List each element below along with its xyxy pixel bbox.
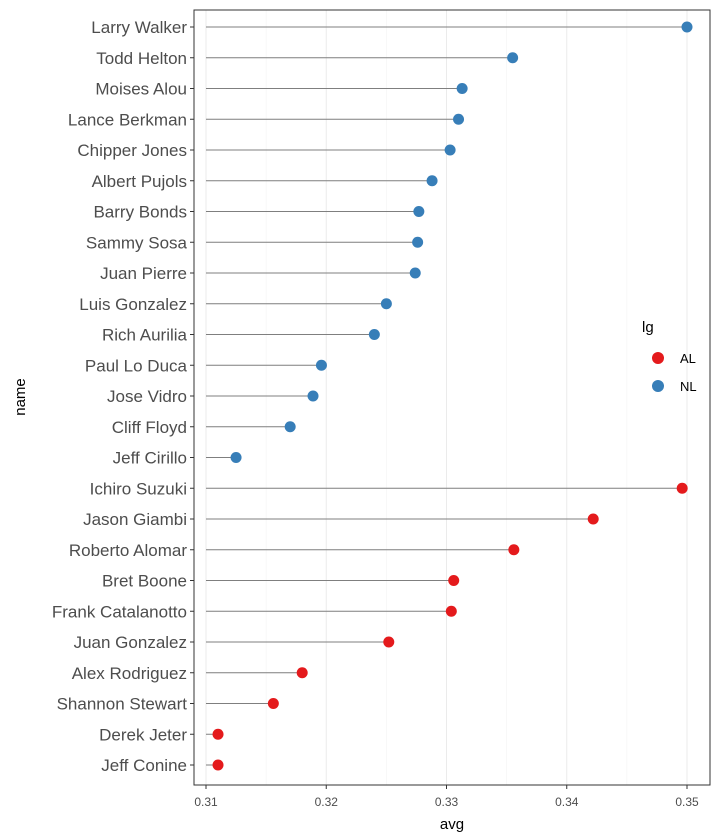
y-tick-label: Chipper Jones bbox=[77, 141, 187, 160]
data-point bbox=[507, 52, 519, 64]
data-point bbox=[448, 575, 460, 586]
y-tick-label: Jose Vidro bbox=[107, 387, 187, 406]
data-point bbox=[413, 206, 425, 217]
data-point bbox=[383, 636, 395, 648]
x-axis-title: avg bbox=[440, 816, 464, 833]
y-tick-label: Larry Walker bbox=[91, 18, 187, 37]
data-point bbox=[380, 298, 392, 310]
x-tick-label: 0.35 bbox=[675, 795, 699, 809]
x-tick-label: 0.31 bbox=[194, 795, 218, 809]
data-point bbox=[412, 236, 424, 248]
data-point bbox=[587, 513, 599, 525]
data-point bbox=[444, 144, 456, 156]
legend: lg AL NL bbox=[642, 319, 697, 394]
data-point bbox=[315, 359, 327, 371]
data-point bbox=[426, 175, 438, 187]
data-point bbox=[456, 83, 468, 94]
y-tick-label: Juan Pierre bbox=[100, 264, 187, 283]
y-tick-label: Moises Alou bbox=[95, 80, 187, 99]
y-tick-label: Sammy Sosa bbox=[86, 233, 188, 252]
y-tick-label: Shannon Stewart bbox=[57, 695, 188, 714]
y-tick-label: Rich Aurilia bbox=[102, 326, 188, 345]
data-point bbox=[212, 759, 224, 771]
grid-layer bbox=[205, 10, 688, 785]
y-tick-label: Juan Gonzalez bbox=[74, 633, 187, 652]
legend-entries: AL NL bbox=[652, 351, 697, 394]
x-axis: 0.31 0.32 0.33 0.34 0.35 bbox=[194, 785, 699, 809]
data-point bbox=[676, 482, 688, 494]
legend-key bbox=[652, 352, 664, 364]
legend-label: AL bbox=[680, 351, 696, 366]
y-tick-label: Luis Gonzalez bbox=[79, 295, 187, 314]
y-tick-label: Alex Rodriguez bbox=[72, 664, 187, 683]
panel-border bbox=[193, 9, 711, 786]
y-tick-label: Lance Berkman bbox=[68, 110, 187, 129]
y-tick-label: Jeff Conine bbox=[101, 756, 187, 775]
legend-label: NL bbox=[680, 379, 697, 394]
y-tick-label: Paul Lo Duca bbox=[85, 356, 188, 375]
legend-key bbox=[652, 380, 664, 392]
y-tick-label: Barry Bonds bbox=[93, 203, 187, 222]
data-point bbox=[445, 605, 457, 617]
data-point bbox=[307, 390, 319, 402]
y-tick-label: Cliff Floyd bbox=[112, 418, 187, 437]
segment-layer bbox=[206, 26, 687, 766]
y-tick-label: Bret Boone bbox=[102, 572, 187, 591]
data-point bbox=[409, 267, 421, 279]
data-point bbox=[212, 728, 224, 740]
y-axis-title: name bbox=[12, 378, 29, 416]
data-point bbox=[508, 544, 520, 556]
y-tick-label: Jeff Cirillo bbox=[113, 449, 187, 468]
y-tick-label: Albert Pujols bbox=[92, 172, 187, 191]
y-tick-label: Todd Helton bbox=[96, 49, 187, 68]
data-point bbox=[267, 698, 279, 709]
y-tick-label: Ichiro Suzuki bbox=[90, 479, 187, 498]
point-layer bbox=[212, 21, 693, 771]
data-point bbox=[230, 452, 242, 463]
legend-title: lg bbox=[642, 319, 654, 336]
y-tick-label: Derek Jeter bbox=[99, 725, 187, 744]
y-tick-label: Frank Catalanotto bbox=[52, 602, 187, 621]
panel-background bbox=[194, 10, 710, 785]
x-tick-label: 0.34 bbox=[555, 795, 579, 809]
data-point bbox=[284, 421, 296, 433]
y-tick-label: Jason Giambi bbox=[83, 510, 187, 529]
y-tick-label: Roberto Alomar bbox=[69, 541, 187, 560]
x-tick-label: 0.32 bbox=[315, 795, 339, 809]
data-point bbox=[681, 21, 693, 33]
x-tick-label: 0.33 bbox=[435, 795, 459, 809]
data-point bbox=[368, 329, 380, 340]
data-point bbox=[296, 667, 308, 679]
y-axis: Larry Walker Todd Helton Moises Alou Lance … bbox=[52, 18, 194, 775]
data-point bbox=[453, 113, 465, 125]
